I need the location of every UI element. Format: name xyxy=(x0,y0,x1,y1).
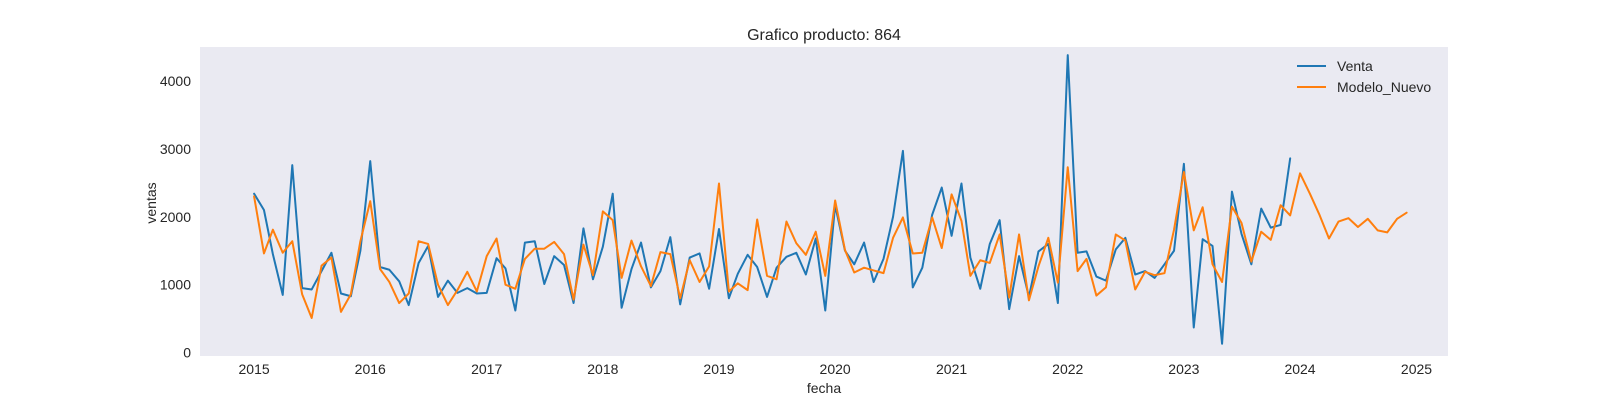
series-line-venta xyxy=(253,54,1292,345)
legend-label: Modelo_Nuevo xyxy=(1337,79,1431,95)
x-tick-label: 2024 xyxy=(1284,361,1315,377)
lines-layer xyxy=(253,54,1408,345)
x-tick-label: 2015 xyxy=(239,361,270,377)
x-tick-labels: 2015 2016 2017 2018 2019 2020 2021 2022 2023 2024… xyxy=(239,361,1433,377)
chart-title: Grafico producto: 864 xyxy=(747,27,901,44)
x-tick-label: 2016 xyxy=(355,361,386,377)
y-tick-labels: 0 1000 2000 3000 4000 xyxy=(160,73,191,361)
x-tick-label: 2022 xyxy=(1052,361,1083,377)
y-tick-label: 2000 xyxy=(160,209,191,225)
x-tick-label: 2023 xyxy=(1168,361,1199,377)
legend-label: Venta xyxy=(1337,58,1373,74)
x-tick-label: 2025 xyxy=(1401,361,1432,377)
x-tick-label: 2019 xyxy=(703,361,734,377)
y-tick-label: 4000 xyxy=(160,73,191,89)
x-tick-label: 2017 xyxy=(471,361,502,377)
x-tick-label: 2018 xyxy=(587,361,618,377)
legend: Venta Modelo_Nuevo xyxy=(1297,58,1431,95)
x-tick-label: 2020 xyxy=(820,361,851,377)
x-tick-label: 2021 xyxy=(936,361,967,377)
y-tick-label: 3000 xyxy=(160,141,191,157)
x-axis-label: fecha xyxy=(807,380,841,396)
plot-background xyxy=(200,47,1448,356)
y-axis-label: ventas xyxy=(143,182,159,223)
y-tick-label: 0 xyxy=(183,345,191,361)
series-line-modelo-nuevo xyxy=(253,166,1408,319)
y-tick-label: 1000 xyxy=(160,277,191,293)
